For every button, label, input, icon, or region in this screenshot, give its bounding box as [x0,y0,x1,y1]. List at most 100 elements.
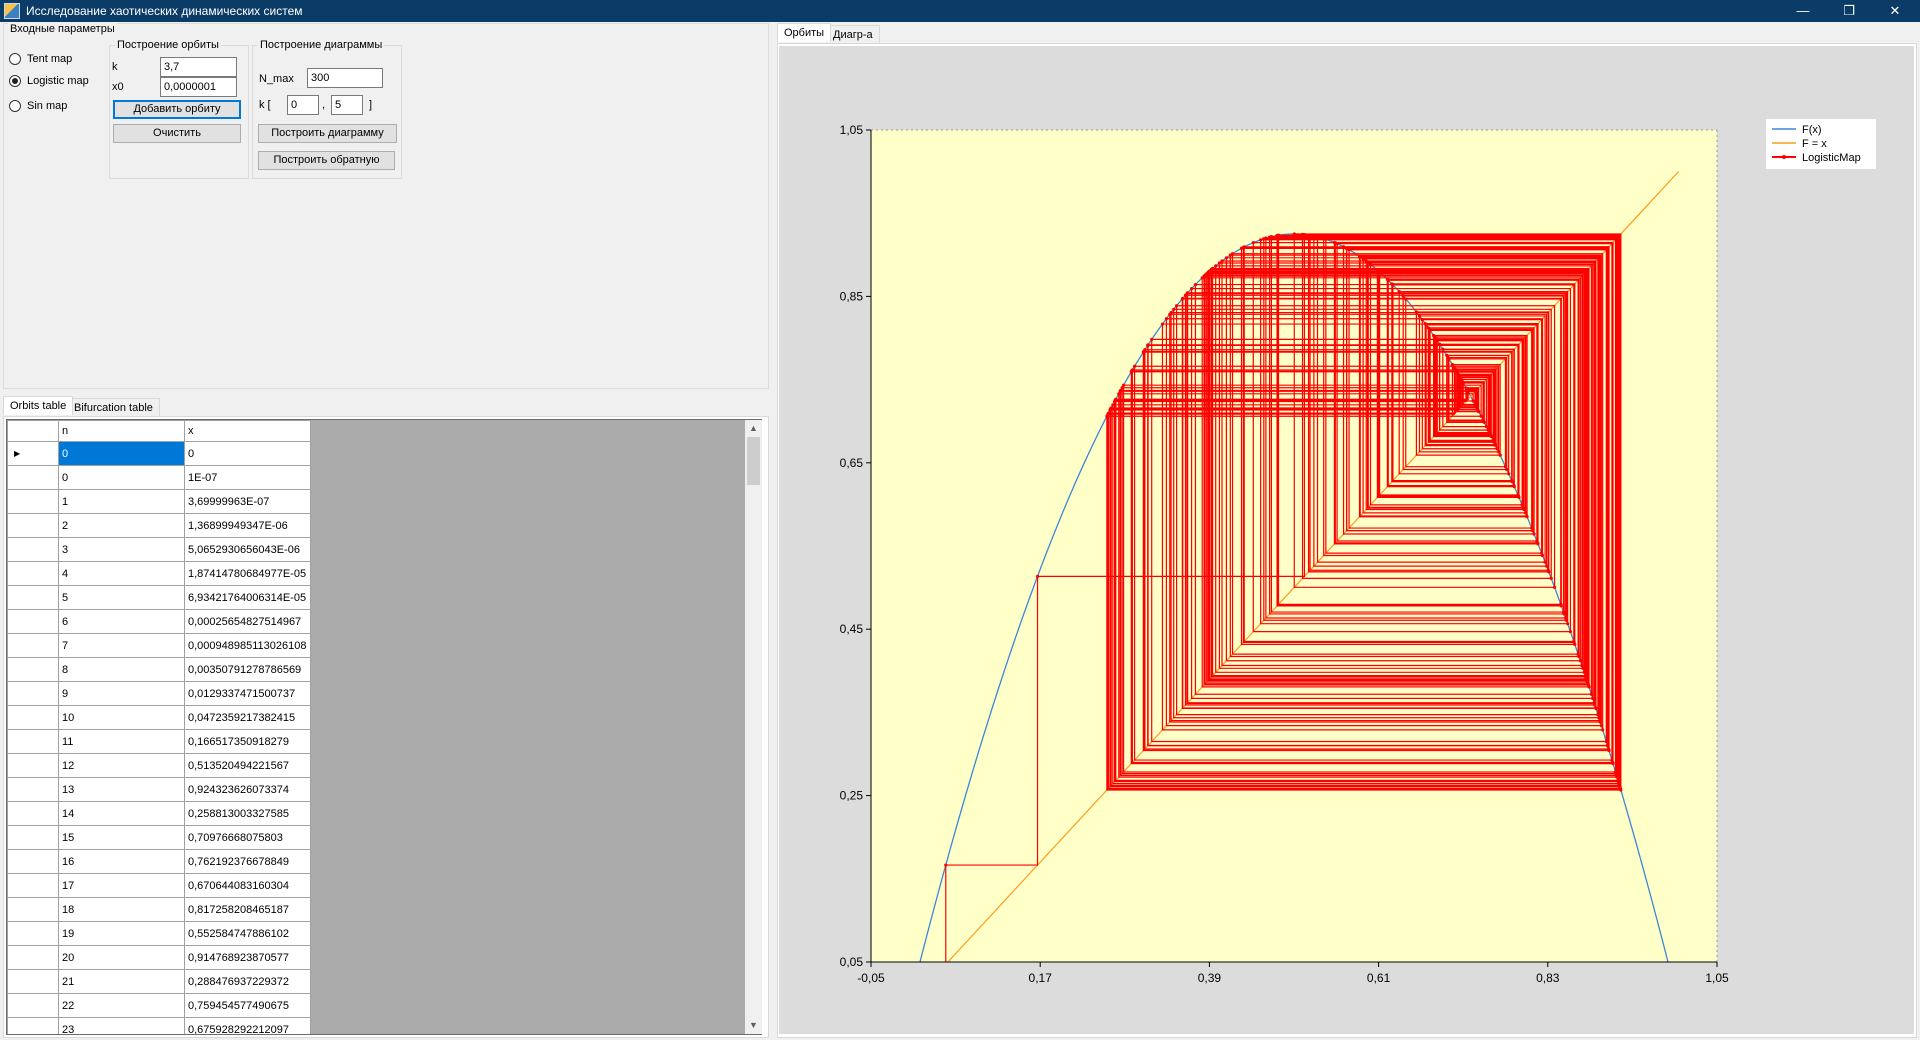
table-row[interactable]: 22 0,759454577490675 [7,993,311,1018]
table-row[interactable]: 18 0,817258208465187 [7,897,311,922]
cell-n[interactable]: 13 [58,777,185,802]
table-row[interactable]: 20 0,914768923870577 [7,945,311,970]
row-header[interactable] [7,897,59,922]
table-row[interactable]: 12 0,513520494221567 [7,753,311,778]
cell-n[interactable]: 12 [58,753,185,778]
row-header[interactable] [7,801,59,826]
row-header[interactable] [7,705,59,730]
row-header[interactable] [7,849,59,874]
tab-orbits[interactable]: Орбиты [777,23,832,42]
cell-n[interactable]: 10 [58,705,185,730]
table-row[interactable]: 21 0,288476937229372 [7,969,311,994]
radio-sin-map[interactable]: Sin map [9,100,67,112]
table-row[interactable]: 13 0,924323626073374 [7,777,311,802]
table-row[interactable]: 0 1E-07 [7,465,311,490]
scroll-thumb[interactable] [747,437,760,485]
cell-x[interactable]: 0,924323626073374 [184,777,311,802]
row-header[interactable] [7,969,59,994]
cell-x[interactable]: 0,0472359217382415 [184,705,311,730]
table-row[interactable]: 3 5,0652930656043E-06 [7,537,311,562]
cell-n[interactable]: 14 [58,801,185,826]
nmax-input[interactable]: 300 [307,68,383,88]
row-header[interactable] [7,825,59,850]
column-header-x[interactable]: x [184,420,311,442]
table-row[interactable]: 16 0,762192376678849 [7,849,311,874]
cell-x[interactable]: 6,93421764006314E-05 [184,585,311,610]
cell-x[interactable]: 0,00350791278786569 [184,657,311,682]
table-row[interactable]: 1 3,69999963E-07 [7,489,311,514]
radio-tent-map[interactable]: Tent map [9,53,72,65]
k-input[interactable]: 3,7 [160,57,237,77]
cell-x[interactable]: 0,258813003327585 [184,801,311,826]
cell-n[interactable]: 0 [58,441,185,466]
cell-n[interactable]: 6 [58,609,185,634]
cell-n[interactable]: 1 [58,489,185,514]
row-header[interactable] [7,609,59,634]
table-row[interactable]: 5 6,93421764006314E-05 [7,585,311,610]
tab-diagram[interactable]: Диагр-а [826,25,880,44]
cell-n[interactable]: 5 [58,585,185,610]
row-header[interactable] [7,777,59,802]
cell-x[interactable]: 0,670644083160304 [184,873,311,898]
row-header[interactable]: ▶ [7,441,59,466]
table-row[interactable]: 14 0,258813003327585 [7,801,311,826]
row-header[interactable] [7,921,59,946]
cell-x[interactable]: 0,914768923870577 [184,945,311,970]
row-header[interactable] [7,1017,59,1034]
row-header[interactable] [7,585,59,610]
cell-x[interactable]: 0,166517350918279 [184,729,311,754]
row-header[interactable] [7,657,59,682]
cell-n[interactable]: 19 [58,921,185,946]
grid-vertical-scrollbar[interactable]: ▲ ▼ [745,420,762,1034]
close-button[interactable]: ✕ [1889,3,1901,18]
cell-x[interactable]: 0,552584747886102 [184,921,311,946]
clear-button[interactable]: Очистить [113,124,241,143]
table-row[interactable]: 19 0,552584747886102 [7,921,311,946]
cell-x[interactable]: 0,513520494221567 [184,753,311,778]
cell-n[interactable]: 2 [58,513,185,538]
x0-input[interactable]: 0,0000001 [160,77,237,97]
cell-n[interactable]: 7 [58,633,185,658]
row-header[interactable] [7,561,59,586]
build-reverse-button[interactable]: Построить обратную [258,151,395,170]
row-header[interactable] [7,465,59,490]
row-header[interactable] [7,753,59,778]
cell-n[interactable]: 9 [58,681,185,706]
row-header[interactable] [7,489,59,514]
row-header[interactable] [7,681,59,706]
cell-x[interactable]: 0,817258208465187 [184,897,311,922]
cell-n[interactable]: 0 [58,465,185,490]
orbits-grid[interactable]: n x ▶ 0 0 0 1E-07 1 3,69999963E-07 2 1,368999493… [6,419,762,1035]
table-row[interactable]: 2 1,36899949347E-06 [7,513,311,538]
cell-x[interactable]: 0,762192376678849 [184,849,311,874]
table-row[interactable]: 4 1,87414780684977E-05 [7,561,311,586]
cell-n[interactable]: 22 [58,993,185,1018]
cell-x[interactable]: 0,000948985113026108 [184,633,311,658]
cell-x[interactable]: 3,69999963E-07 [184,489,311,514]
row-header[interactable] [7,993,59,1018]
cell-x[interactable]: 1,36899949347E-06 [184,513,311,538]
radio-logistic-map[interactable]: Logistic map [9,75,89,87]
cell-x[interactable]: 0,70976668075803 [184,825,311,850]
tab-bifurcation-table[interactable]: Bifurcation table [67,398,160,417]
cell-n[interactable]: 21 [58,969,185,994]
row-header[interactable] [7,633,59,658]
k-to-input[interactable]: 5 [331,95,363,115]
cell-x[interactable]: 0,759454577490675 [184,993,311,1018]
cell-n[interactable]: 23 [58,1017,185,1034]
cell-x[interactable]: 0,00025654827514967 [184,609,311,634]
tab-orbits-table[interactable]: Orbits table [3,396,74,415]
k-from-input[interactable]: 0 [287,95,319,115]
cell-x[interactable]: 1,87414780684977E-05 [184,561,311,586]
cell-n[interactable]: 17 [58,873,185,898]
row-header[interactable] [7,537,59,562]
cell-n[interactable]: 8 [58,657,185,682]
cell-x[interactable]: 1E-07 [184,465,311,490]
cell-x[interactable]: 0,0129337471500737 [184,681,311,706]
minimize-button[interactable]: — [1796,3,1810,18]
table-row[interactable]: ▶ 0 0 [7,441,311,466]
table-row[interactable]: 7 0,000948985113026108 [7,633,311,658]
cell-x[interactable]: 0,675928292212097 [184,1017,311,1034]
cell-n[interactable]: 4 [58,561,185,586]
table-row[interactable]: 15 0,70976668075803 [7,825,311,850]
